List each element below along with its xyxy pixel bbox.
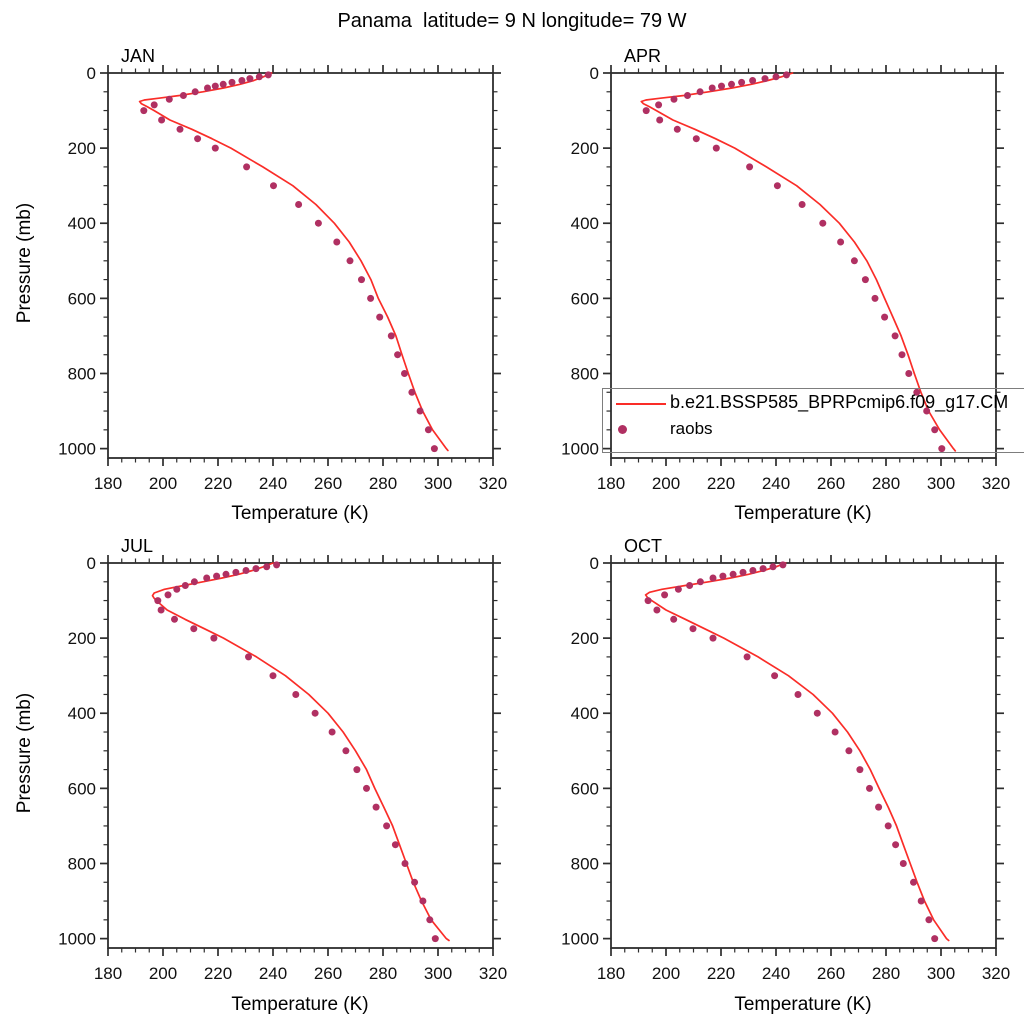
- panel-apr: 180 200 220 240 260 280 300 320 0 200 400 600 800 100…: [561, 64, 1010, 493]
- svg-text:280: 280: [369, 964, 397, 983]
- svg-text:800: 800: [68, 854, 96, 873]
- svg-text:200: 200: [571, 629, 599, 648]
- svg-text:600: 600: [68, 779, 96, 798]
- svg-text:600: 600: [571, 289, 599, 308]
- svg-text:240: 240: [762, 474, 790, 493]
- svg-text:300: 300: [927, 964, 955, 983]
- axis-ticks: [100, 555, 501, 956]
- svg-text:280: 280: [872, 964, 900, 983]
- panel-jan: 180 200 220 240 260 280 300 320 0 200 400 600 800 100…: [58, 64, 507, 493]
- svg-text:400: 400: [571, 214, 599, 233]
- svg-text:260: 260: [314, 964, 342, 983]
- svg-text:200: 200: [652, 474, 680, 493]
- x-axis-title-apr: Temperature (K): [734, 503, 872, 524]
- svg-text:240: 240: [762, 964, 790, 983]
- svg-text:0: 0: [87, 554, 96, 573]
- panel-jul: 180 200 220 240 260 280 300 320 0 200 400 600 800 100…: [58, 554, 507, 983]
- raobs-dots: [644, 561, 939, 943]
- legend-label-raobs: raobs: [670, 419, 713, 438]
- model-line: [640, 72, 957, 452]
- svg-text:600: 600: [571, 779, 599, 798]
- y-axis-title-row1: Pressure (mb): [14, 202, 35, 324]
- tick-labels: 180 200 220 240 260 280 300 320 0 200 400 600 800 100…: [58, 554, 507, 983]
- svg-text:320: 320: [982, 964, 1010, 983]
- month-label-jul: JUL: [121, 536, 154, 556]
- svg-text:200: 200: [149, 474, 177, 493]
- svg-text:0: 0: [87, 64, 96, 83]
- svg-text:800: 800: [571, 854, 599, 873]
- svg-text:260: 260: [817, 964, 845, 983]
- tick-labels: 180 200 220 240 260 280 300 320 0 200 400 600 800 100…: [561, 64, 1010, 493]
- page-title: Panama latitude= 9 N longitude= 79 W: [337, 10, 687, 32]
- model-line: [151, 562, 450, 942]
- raobs-dots: [154, 561, 439, 943]
- raobs-dot-swatch: [618, 425, 627, 434]
- month-label-jan: JAN: [121, 46, 156, 66]
- legend-box: b.e21.BSSP585_BPRPcmip6.f09_g17.CM raobs: [602, 388, 1024, 453]
- svg-text:180: 180: [597, 964, 625, 983]
- svg-text:220: 220: [204, 964, 232, 983]
- svg-text:400: 400: [68, 704, 96, 723]
- svg-text:260: 260: [314, 474, 342, 493]
- svg-text:300: 300: [927, 474, 955, 493]
- svg-text:280: 280: [872, 474, 900, 493]
- svg-text:400: 400: [68, 214, 96, 233]
- model-line-swatch: [616, 403, 666, 405]
- y-axis-title-row2: Pressure (mb): [14, 692, 35, 814]
- x-axis-title-oct: Temperature (K): [734, 994, 872, 1015]
- svg-text:220: 220: [707, 964, 735, 983]
- svg-text:320: 320: [479, 474, 507, 493]
- month-label-oct: OCT: [624, 536, 662, 556]
- svg-text:300: 300: [424, 474, 452, 493]
- svg-text:1000: 1000: [58, 930, 96, 949]
- axis-ticks: [603, 65, 1004, 466]
- svg-text:1000: 1000: [561, 930, 599, 949]
- svg-text:320: 320: [982, 474, 1010, 493]
- svg-text:1000: 1000: [58, 440, 96, 459]
- svg-text:180: 180: [94, 474, 122, 493]
- x-axis-title-jul: Temperature (K): [231, 994, 369, 1015]
- month-label-apr: APR: [624, 46, 662, 66]
- svg-text:220: 220: [204, 474, 232, 493]
- svg-text:200: 200: [68, 629, 96, 648]
- tick-labels: 180 200 220 240 260 280 300 320 0 200 400 600 800 100…: [561, 554, 1010, 983]
- tick-labels: 180 200 220 240 260 280 300 320 0 200 400 600 800 100…: [58, 64, 507, 493]
- svg-text:600: 600: [68, 289, 96, 308]
- svg-text:200: 200: [571, 139, 599, 158]
- svg-text:200: 200: [652, 964, 680, 983]
- svg-text:400: 400: [571, 704, 599, 723]
- axes-frame: [107, 562, 494, 949]
- model-line: [138, 72, 449, 452]
- axes-frame: [610, 562, 997, 949]
- svg-text:220: 220: [707, 474, 735, 493]
- x-axis-title-jan: Temperature (K): [231, 503, 369, 524]
- axis-ticks: [100, 65, 501, 466]
- svg-text:800: 800: [571, 364, 599, 383]
- svg-text:280: 280: [369, 474, 397, 493]
- svg-text:200: 200: [149, 964, 177, 983]
- raobs-dots: [140, 71, 438, 453]
- svg-text:800: 800: [68, 364, 96, 383]
- svg-text:180: 180: [597, 474, 625, 493]
- model-line: [644, 562, 950, 942]
- axes-frame: [107, 72, 494, 459]
- svg-text:1000: 1000: [561, 440, 599, 459]
- svg-text:260: 260: [817, 474, 845, 493]
- axis-ticks: [603, 555, 1004, 956]
- svg-text:180: 180: [94, 964, 122, 983]
- panel-oct: 180 200 220 240 260 280 300 320 0 200 400 600 800 100…: [561, 554, 1010, 983]
- svg-text:0: 0: [590, 64, 599, 83]
- svg-text:240: 240: [259, 964, 287, 983]
- svg-text:240: 240: [259, 474, 287, 493]
- raobs-dots: [642, 71, 946, 453]
- svg-text:300: 300: [424, 964, 452, 983]
- legend-label-model: b.e21.BSSP585_BPRPcmip6.f09_g17.CM: [670, 392, 1009, 412]
- svg-text:320: 320: [479, 964, 507, 983]
- svg-text:0: 0: [590, 554, 599, 573]
- svg-text:200: 200: [68, 139, 96, 158]
